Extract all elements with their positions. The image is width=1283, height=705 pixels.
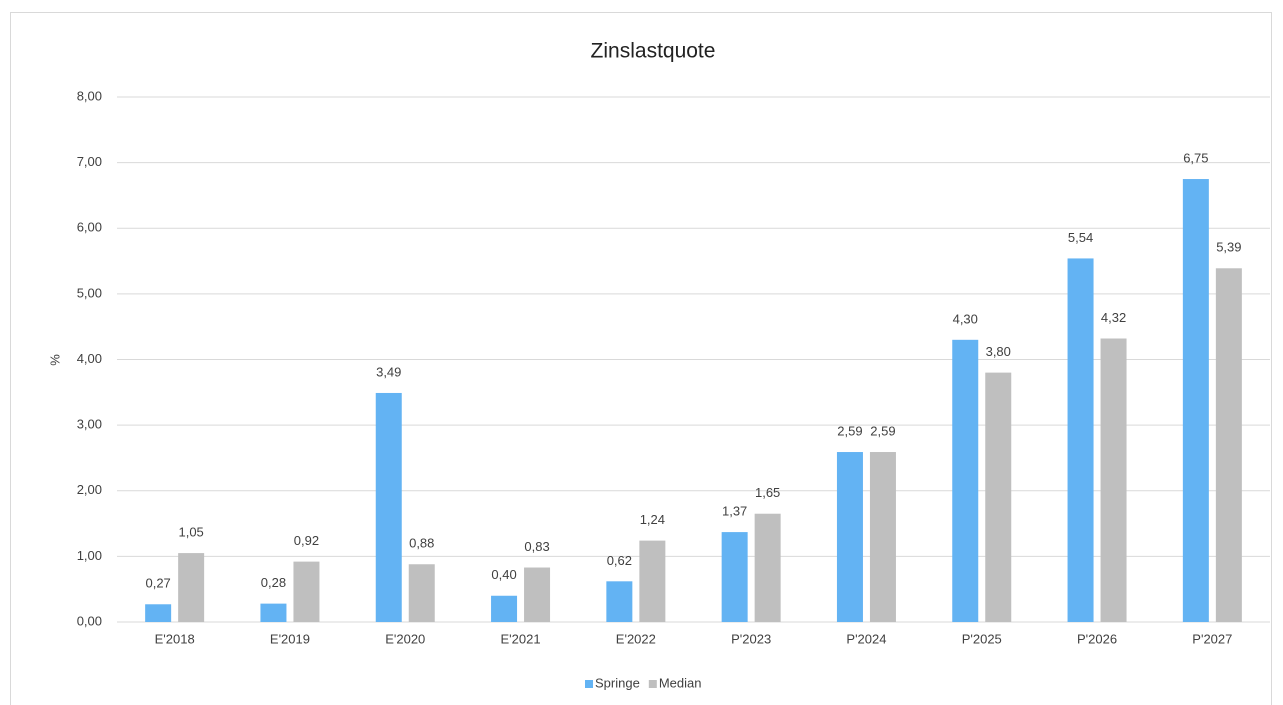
x-tick-label: P'2024 <box>846 631 886 646</box>
y-tick-label: 1,00 <box>77 548 102 563</box>
x-tick-label: P'2026 <box>1077 631 1117 646</box>
bar <box>145 604 172 622</box>
x-tick-label: E'2018 <box>155 631 195 646</box>
y-tick-label: 8,00 <box>77 88 102 103</box>
y-tick-label: 5,00 <box>77 285 102 300</box>
value-label: 2,59 <box>870 423 895 438</box>
value-label: 5,39 <box>1216 240 1241 255</box>
bar <box>375 392 402 622</box>
legend-swatch <box>585 680 593 688</box>
value-label: 0,28 <box>261 575 286 590</box>
bar <box>869 452 896 622</box>
value-label: 0,88 <box>409 536 434 551</box>
bar <box>1100 338 1127 622</box>
value-label: 6,75 <box>1183 150 1208 165</box>
bar <box>260 603 287 622</box>
value-label: 0,83 <box>524 539 549 554</box>
bar <box>985 372 1012 622</box>
value-label: 1,05 <box>178 525 203 540</box>
y-tick-label: 2,00 <box>77 482 102 497</box>
value-label: 4,30 <box>953 311 978 326</box>
bar <box>836 452 863 622</box>
bar <box>721 532 748 622</box>
value-label: 1,37 <box>722 504 747 519</box>
bar <box>491 595 518 622</box>
value-label: 0,62 <box>607 553 632 568</box>
legend-label: Median <box>659 675 702 690</box>
value-label: 1,65 <box>755 485 780 500</box>
bar <box>1215 268 1242 622</box>
value-label: 0,92 <box>294 533 319 548</box>
chart-border <box>10 12 1272 705</box>
x-tick-label: P'2025 <box>962 631 1002 646</box>
bar <box>524 567 551 622</box>
legend-label: Springe <box>595 675 640 690</box>
x-tick-label: P'2027 <box>1192 631 1232 646</box>
bar <box>639 540 666 622</box>
chart-title: Zinslastquote <box>591 40 716 63</box>
bar <box>293 561 320 622</box>
x-tick-label: E'2022 <box>616 631 656 646</box>
x-tick-label: E'2019 <box>270 631 310 646</box>
bar <box>952 339 979 622</box>
bar <box>754 513 781 622</box>
value-label: 0,40 <box>491 567 516 582</box>
bar <box>1182 179 1209 622</box>
value-label: 2,59 <box>837 423 862 438</box>
legend-swatch <box>648 680 657 688</box>
bar <box>408 564 435 622</box>
value-label: 3,80 <box>986 344 1011 359</box>
y-tick-label: 3,00 <box>77 417 102 432</box>
y-tick-label: 6,00 <box>77 220 102 235</box>
y-tick-label: 4,00 <box>77 351 102 366</box>
y-tick-label: 7,00 <box>77 154 102 169</box>
value-label: 1,24 <box>640 512 665 527</box>
bar <box>1067 258 1094 622</box>
x-tick-label: E'2020 <box>385 631 425 646</box>
bar <box>178 553 205 622</box>
y-axis-label: % <box>47 354 62 366</box>
value-label: 0,27 <box>145 576 170 591</box>
value-label: 5,54 <box>1068 230 1093 245</box>
x-tick-label: E'2021 <box>501 631 541 646</box>
bar <box>606 581 633 622</box>
value-label: 4,32 <box>1101 310 1126 325</box>
y-tick-label: 0,00 <box>77 613 102 628</box>
value-label: 3,49 <box>376 364 401 379</box>
x-tick-label: P'2023 <box>731 631 771 646</box>
